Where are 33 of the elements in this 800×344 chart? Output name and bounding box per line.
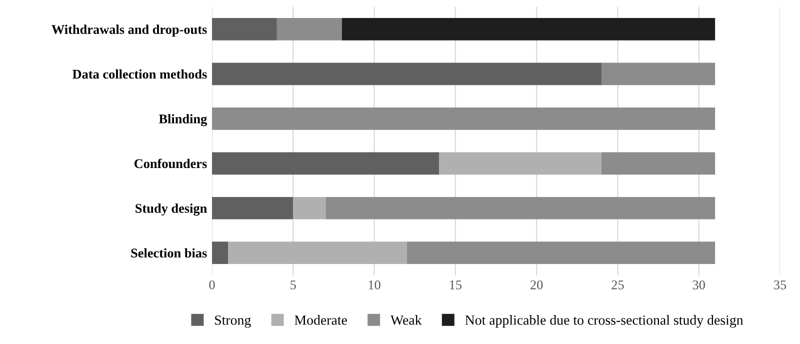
bar [212,108,716,130]
y-tick-label: Study design [136,204,207,216]
legend-label: Not applicable due to cross-sectional study design [465,315,744,328]
y-tick-label: Data collection methods [72,69,207,79]
y-tick-label: Blinding [158,114,208,126]
x-tick-label: 5 [290,280,296,290]
bar [276,18,342,40]
bar [601,62,716,86]
y-tick-label: Confounders [134,158,207,168]
y-tick-label: Withdrawals and drop-outs [52,24,207,37]
y-tick-label: Selection bias [131,248,207,258]
legend-label: Weak [390,315,422,325]
x-tick-label: 25 [612,280,624,290]
bar [406,242,716,264]
bar [212,18,277,40]
bar [601,152,716,175]
bar [293,196,326,220]
x-tick-label: 10 [368,280,380,290]
x-tick-label: 15 [450,280,462,290]
bar [439,152,602,175]
x-tick-label: 0 [209,280,215,290]
bar [212,62,602,86]
bar [326,196,716,220]
bar [212,196,294,220]
x-tick-label: 20 [530,280,543,290]
x-tick-label: 30 [692,280,705,290]
bar [342,18,716,40]
bar [212,152,440,175]
legend-label: Strong [215,315,251,328]
bar [228,242,407,264]
x-tick-label: 35 [774,280,786,290]
legend-label: Moderate [294,315,347,325]
bar [212,242,228,264]
